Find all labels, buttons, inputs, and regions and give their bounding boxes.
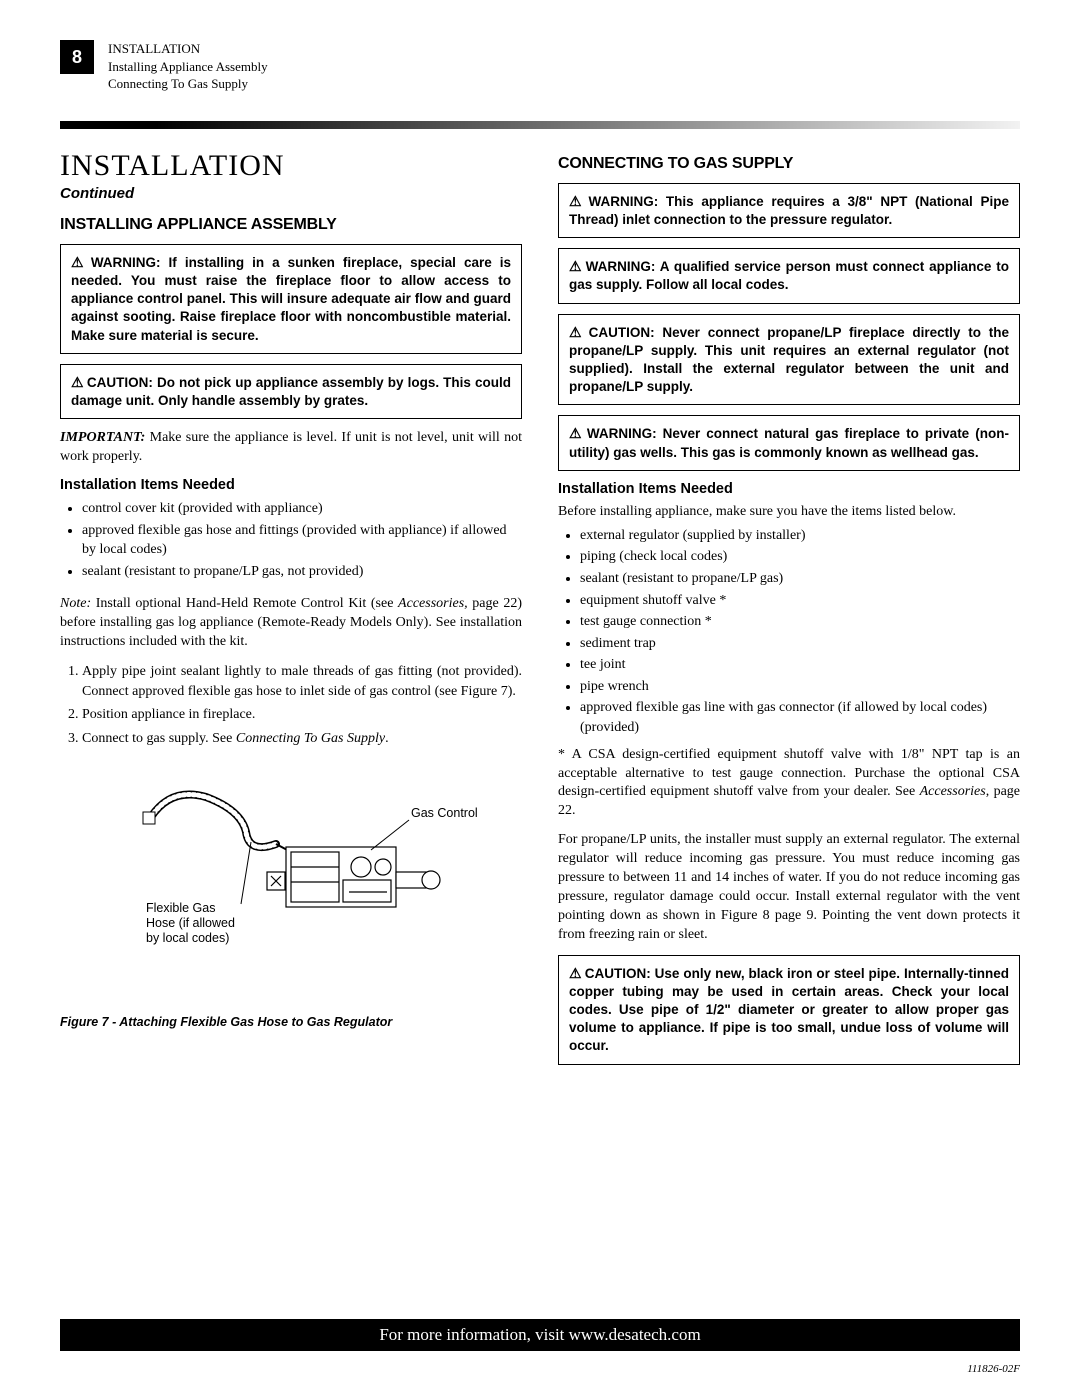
caution-text: CAUTION: Do not pick up appliance assemb… [71, 375, 511, 408]
head-line-1: INSTALLATION [108, 40, 268, 58]
note-text-a: Install optional Hand-Held Remote Contro… [96, 596, 398, 611]
warning-text: WARNING: This appliance requires a 3/8" … [569, 194, 1009, 227]
label-hose-1: Flexible Gas [146, 901, 215, 915]
subsection-heading: CONNECTING TO GAS SUPPLY [558, 155, 1020, 173]
figure-7: Gas Control Flexible Gas Hose (if allowe… [60, 772, 522, 1029]
head-line-3: Connecting To Gas Supply [108, 75, 268, 93]
running-head-text: INSTALLATION Installing Appliance Assemb… [108, 40, 268, 93]
caution-box: ⚠CAUTION: Do not pick up appliance assem… [60, 364, 522, 419]
gradient-separator [60, 121, 1020, 129]
step-ital: Connecting To Gas Supply [236, 731, 385, 746]
caution-box: ⚠CAUTION: Never connect propane/LP firep… [558, 314, 1020, 406]
warning-icon: ⚠ [569, 193, 586, 209]
warning-box: ⚠WARNING: A qualified service person mus… [558, 248, 1020, 303]
list-item: piping (check local codes) [580, 547, 1020, 567]
list-item: sealant (resistant to propane/LP gas, no… [82, 562, 522, 582]
list-item: approved flexible gas hose and fittings … [82, 521, 522, 560]
items-list: control cover kit (provided with applian… [60, 499, 522, 581]
step-item: Connect to gas supply. See Connecting To… [82, 729, 522, 749]
important-label: IMPORTANT: [60, 430, 145, 445]
page-number-badge: 8 [60, 40, 94, 74]
warning-icon: ⚠ [569, 324, 586, 340]
caution-text: CAUTION: Use only new, black iron or ste… [569, 966, 1009, 1054]
caution-text: CAUTION: Never connect propane/LP firepl… [569, 325, 1009, 395]
step-item: Position appliance in fireplace. [82, 705, 522, 725]
caution-box: ⚠CAUTION: Use only new, black iron or st… [558, 955, 1020, 1065]
head-line-2: Installing Appliance Assembly [108, 58, 268, 76]
items-intro: Before installing appliance, make sure y… [558, 503, 1020, 522]
figure-svg: Gas Control Flexible Gas Hose (if allowe… [91, 772, 491, 982]
footer-bar: For more information, visit www.desatech… [60, 1319, 1020, 1351]
step-suffix: . [385, 731, 389, 746]
footnote-ital: Accessories [920, 784, 986, 799]
columns: INSTALLATION Continued INSTALLING APPLIA… [60, 149, 1020, 1075]
list-item: external regulator (supplied by installe… [580, 526, 1020, 546]
list-item: approved flexible gas line with gas conn… [580, 698, 1020, 737]
note-label: Note: [60, 596, 91, 611]
important-paragraph: IMPORTANT: Make sure the appliance is le… [60, 429, 522, 467]
warning-box: ⚠WARNING: If installing in a sunken fire… [60, 244, 522, 354]
footnote: * A CSA design-certified equipment shuto… [558, 746, 1020, 822]
warning-text: WARNING: A qualified service person must… [569, 259, 1009, 292]
label-hose-2: Hose (if allowed [146, 916, 235, 930]
warning-icon: ⚠ [71, 374, 84, 390]
warning-text: WARNING: If installing in a sunken firep… [71, 255, 511, 343]
document-id: 111826-02F [967, 1363, 1020, 1375]
list-item: pipe wrench [580, 677, 1020, 697]
list-item: tee joint [580, 655, 1020, 675]
figure-caption: Figure 7 - Attaching Flexible Gas Hose t… [60, 1015, 522, 1029]
label-gas-control: Gas Control [411, 806, 478, 820]
list-item: equipment shutoff valve * [580, 591, 1020, 611]
left-column: INSTALLATION Continued INSTALLING APPLIA… [60, 149, 522, 1075]
running-head: 8 INSTALLATION Installing Appliance Asse… [60, 40, 1020, 93]
note-paragraph: Note: Install optional Hand-Held Remote … [60, 595, 522, 652]
items-heading: Installation Items Needed [558, 481, 1020, 497]
list-item: sediment trap [580, 634, 1020, 654]
items-heading: Installation Items Needed [60, 477, 522, 493]
lp-paragraph: For propane/LP units, the installer must… [558, 831, 1020, 944]
note-ital: Accessories, [398, 596, 468, 611]
page: 8 INSTALLATION Installing Appliance Asse… [0, 0, 1080, 1397]
warning-icon: ⚠ [71, 254, 88, 270]
warning-box: ⚠WARNING: Never connect natural gas fire… [558, 415, 1020, 470]
continued-label: Continued [60, 185, 522, 202]
warning-icon: ⚠ [569, 258, 583, 274]
subsection-heading: INSTALLING APPLIANCE ASSEMBLY [60, 216, 522, 234]
warning-box: ⚠WARNING: This appliance requires a 3/8"… [558, 183, 1020, 238]
step-item: Apply pipe joint sealant lightly to male… [82, 662, 522, 701]
warning-icon: ⚠ [569, 965, 582, 981]
steps-list: Apply pipe joint sealant lightly to male… [60, 662, 522, 748]
warning-icon: ⚠ [569, 425, 584, 441]
list-item: sealant (resistant to propane/LP gas) [580, 569, 1020, 589]
warning-text: WARNING: Never connect natural gas firep… [569, 426, 1009, 459]
right-column: CONNECTING TO GAS SUPPLY ⚠WARNING: This … [558, 149, 1020, 1075]
list-item: test gauge connection * [580, 612, 1020, 632]
section-title: INSTALLATION [60, 149, 522, 183]
label-hose-3: by local codes) [146, 931, 229, 945]
items-list: external regulator (supplied by installe… [558, 526, 1020, 738]
step-text: Connect to gas supply. See [82, 731, 236, 746]
list-item: control cover kit (provided with applian… [82, 499, 522, 519]
